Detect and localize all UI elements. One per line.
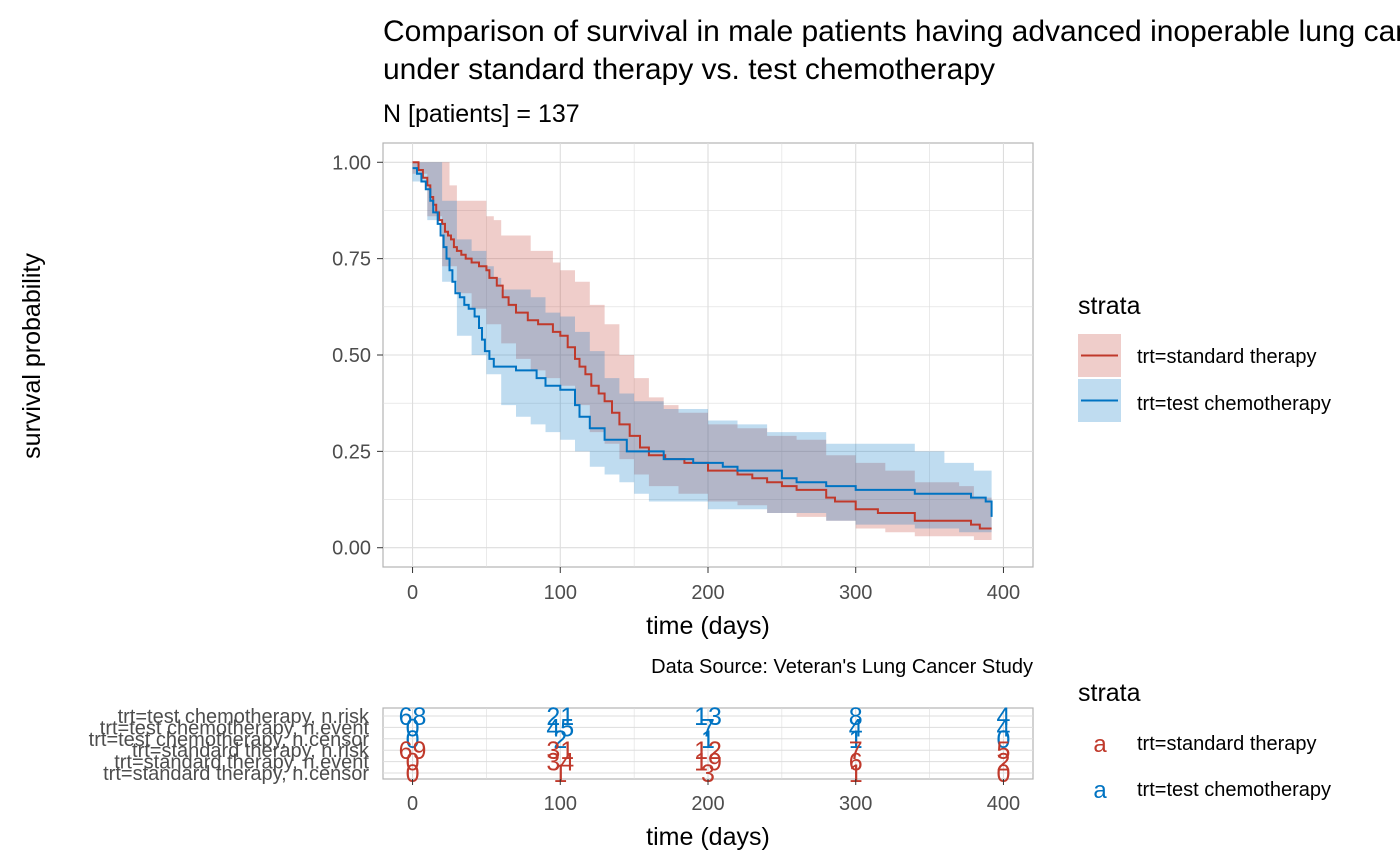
risk-x-tick-label: 400 — [987, 793, 1020, 815]
risk-row-label: trt=standard therapy, n.censor — [103, 763, 369, 785]
risk-value: 0 — [997, 760, 1011, 788]
risk-x-tick-label: 100 — [544, 793, 577, 815]
x-tick-label: 0 — [407, 582, 418, 604]
risk-value: 1 — [701, 726, 715, 754]
y-tick-label: 0.75 — [332, 249, 371, 271]
risk-row-label: trt=test chemotherapy, n.event — [100, 717, 370, 739]
risk-value: 2 — [997, 749, 1011, 777]
risk-legend-title: strata — [1078, 679, 1141, 707]
risk-x-tick-label: 300 — [839, 793, 872, 815]
risk-value: 45 — [546, 714, 574, 742]
risk-value: 0 — [406, 749, 420, 777]
risk-value: 69 — [399, 737, 427, 765]
strata-legend: strata trt=standard therapy trt=test che… — [1078, 292, 1331, 422]
risk-value: 4 — [849, 714, 863, 742]
y-tick-label: 0.00 — [332, 538, 371, 560]
legend-item-test-chemotherapy: trt=test chemotherapy — [1078, 379, 1331, 422]
risk-legend-label-test-chemotherapy: trt=test chemotherapy — [1137, 779, 1331, 801]
survival-curves — [412, 161, 993, 530]
x-axis-label: time (days) — [646, 612, 770, 640]
x-tick-label: 300 — [839, 582, 872, 604]
risk-value: 1 — [849, 726, 863, 754]
risk-row-label: trt=test chemotherapy, n.risk — [118, 706, 370, 728]
risk-value: 1 — [553, 760, 567, 788]
risk-x-tick-label: 200 — [691, 793, 724, 815]
risk-table-x-ticks: 0 100 200 300 400 — [407, 779, 1020, 815]
risk-value: 3 — [701, 760, 715, 788]
data-source-caption: Data Source: Veteran's Lung Cancer Study — [651, 656, 1033, 678]
risk-value: 31 — [546, 737, 574, 765]
y-axis-label: survival probability — [18, 253, 46, 459]
survival-plot: 0.00 0.25 0.50 0.75 1.00 0 100 200 300 400 time … — [18, 142, 1034, 640]
risk-value: 68 — [399, 703, 427, 731]
risk-value: 7 — [701, 714, 715, 742]
risk-row-label: trt=standard therapy, n.risk — [132, 740, 370, 762]
legend-item-standard-therapy: trt=standard therapy — [1078, 334, 1317, 377]
confidence-band-standard-therapy — [412, 162, 992, 541]
risk-value: 4 — [997, 714, 1011, 742]
risk-row-label: trt=test chemotherapy, n.censor — [89, 729, 370, 751]
risk-value: 5 — [997, 737, 1011, 765]
risk-value: 0 — [406, 726, 420, 754]
plot-gridlines — [383, 143, 1033, 567]
confidence-band-test-chemotherapy — [412, 162, 992, 537]
x-tick-label: 200 — [691, 582, 724, 604]
risk-value: 6 — [849, 749, 863, 777]
risk-value: 0 — [406, 714, 420, 742]
risk-value: 0 — [406, 760, 420, 788]
risk-value: 4 — [997, 703, 1011, 731]
risk-x-tick-label: 0 — [407, 793, 418, 815]
survival-curve-test-chemotherapy — [412, 167, 993, 517]
risk-value: 34 — [546, 749, 574, 777]
chart-title-line-1: Comparison of survival in male patients … — [383, 15, 1400, 48]
survival-curve-standard-therapy — [412, 161, 992, 530]
legend-label-test-chemotherapy: trt=test chemotherapy — [1137, 393, 1331, 415]
risk-table-values: 68 21 13 8 40 45 7 4 40 2 1 1 069 31 12 7 50 34 19 6 20 1 3 1 0 — [399, 703, 1011, 788]
risk-value: 13 — [694, 703, 722, 731]
risk-value: 0 — [997, 726, 1011, 754]
risk-legend-key-standard: a — [1093, 731, 1107, 758]
risk-table-legend: strata a trt=standard therapy a trt=test… — [1078, 679, 1331, 804]
y-axis-ticks: 0.00 0.25 0.50 0.75 1.00 — [332, 152, 383, 560]
y-tick-label: 0.25 — [332, 441, 371, 463]
risk-table-gridlines — [383, 708, 1033, 779]
risk-value: 2 — [553, 726, 567, 754]
chart-subtitle: N [patients] = 137 — [383, 100, 580, 128]
risk-value: 19 — [694, 749, 722, 777]
risk-value: 12 — [694, 737, 722, 765]
x-tick-label: 400 — [987, 582, 1020, 604]
y-tick-label: 0.50 — [332, 345, 371, 367]
confidence-bands — [412, 162, 992, 541]
risk-value: 8 — [849, 703, 863, 731]
chart-title-line-2: under standard therapy vs. test chemothe… — [383, 53, 995, 86]
risk-legend-label-standard-therapy: trt=standard therapy — [1137, 733, 1317, 755]
y-tick-label: 1.00 — [332, 152, 371, 174]
x-axis-ticks: 0 100 200 300 400 — [407, 567, 1020, 604]
risk-row-label: trt=standard therapy, n.event — [114, 752, 369, 774]
risk-table-x-axis-label: time (days) — [646, 823, 770, 851]
legend-label-standard-therapy: trt=standard therapy — [1137, 346, 1317, 368]
risk-value: 21 — [546, 703, 574, 731]
risk-value: 7 — [849, 737, 863, 765]
risk-value: 1 — [849, 760, 863, 788]
risk-legend-key-test: a — [1093, 777, 1107, 804]
legend-title: strata — [1078, 292, 1141, 320]
x-tick-label: 100 — [544, 582, 577, 604]
